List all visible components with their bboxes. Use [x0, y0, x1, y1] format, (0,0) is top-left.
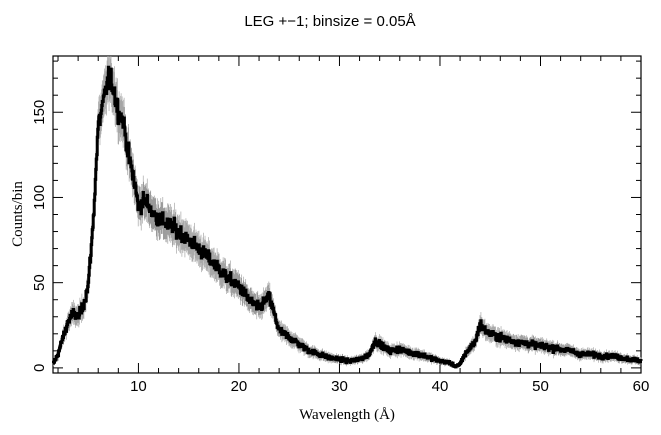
- x-tick-label: 40: [432, 378, 449, 395]
- tick-labels: 10 20 30 40 50 60 0 50 100 150: [31, 100, 649, 395]
- axis-ticks: [53, 56, 642, 373]
- x-tick-label: 10: [130, 378, 147, 395]
- x-axis-label: Wavelength (Å): [299, 407, 395, 423]
- x-tick-label: 60: [633, 378, 650, 395]
- y-tick-label: 100: [31, 185, 48, 210]
- spectrum-step-line: [52, 65, 643, 369]
- x-tick-label: 20: [231, 378, 248, 395]
- y-tick-label: 50: [31, 274, 48, 291]
- x-tick-label: 50: [532, 378, 549, 395]
- x-tick-label: 30: [331, 378, 348, 395]
- y-tick-label: 0: [31, 364, 48, 372]
- y-axis-label: Counts/bin: [10, 181, 26, 247]
- y-tick-label: 150: [31, 100, 48, 125]
- chart-title: LEG +−1; binsize = 0.05Å: [244, 13, 415, 30]
